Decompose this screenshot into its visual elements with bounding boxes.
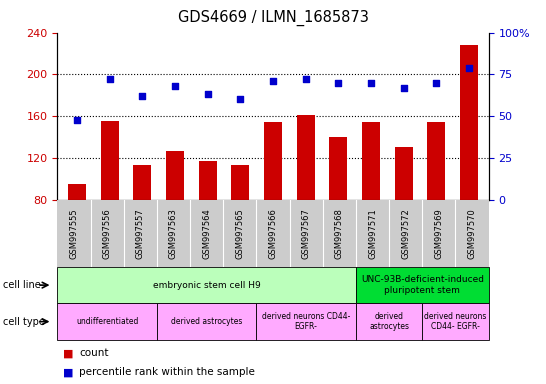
Text: derived neurons CD44-
EGFR-: derived neurons CD44- EGFR- [262, 312, 351, 331]
Point [432, 79, 441, 86]
Text: GSM997565: GSM997565 [235, 208, 244, 259]
Point [138, 93, 147, 99]
Point [367, 79, 376, 86]
Text: cell line: cell line [3, 280, 40, 290]
Text: GSM997566: GSM997566 [269, 208, 277, 259]
Point [203, 91, 212, 98]
Text: GSM997568: GSM997568 [335, 208, 344, 259]
Text: count: count [79, 348, 109, 358]
Text: derived
astrocytes: derived astrocytes [369, 312, 409, 331]
Text: derived neurons
CD44- EGFR-: derived neurons CD44- EGFR- [424, 312, 486, 331]
Bar [460, 45, 478, 200]
Text: embryonic stem cell H9: embryonic stem cell H9 [153, 281, 260, 290]
Text: derived astrocytes: derived astrocytes [171, 317, 242, 326]
Point [301, 76, 310, 83]
Point [465, 65, 473, 71]
Text: ■: ■ [63, 367, 73, 377]
Text: GSM997556: GSM997556 [103, 208, 111, 259]
Text: cell type: cell type [3, 316, 45, 327]
Bar [329, 137, 347, 200]
Point [269, 78, 277, 84]
Text: UNC-93B-deficient-induced
pluripotent stem: UNC-93B-deficient-induced pluripotent st… [361, 275, 484, 295]
Text: GSM997555: GSM997555 [69, 208, 79, 258]
Point [334, 79, 343, 86]
Bar [199, 161, 217, 200]
Bar [296, 115, 314, 200]
Point [105, 76, 114, 83]
Point [399, 85, 408, 91]
Text: GSM997557: GSM997557 [136, 208, 145, 259]
Bar [100, 121, 118, 200]
Text: GDS4669 / ILMN_1685873: GDS4669 / ILMN_1685873 [177, 10, 369, 26]
Text: GSM997563: GSM997563 [169, 208, 178, 259]
Point [170, 83, 179, 89]
Text: GSM997567: GSM997567 [302, 208, 311, 259]
Text: ■: ■ [63, 348, 73, 358]
Bar [68, 184, 86, 200]
Bar [362, 122, 380, 200]
Point [73, 116, 81, 122]
Bar [264, 122, 282, 200]
Text: GSM997572: GSM997572 [401, 208, 410, 259]
Text: GSM997571: GSM997571 [368, 208, 377, 259]
Bar [133, 165, 151, 200]
Point [236, 96, 245, 103]
Text: GSM997564: GSM997564 [202, 208, 211, 259]
Bar [428, 122, 446, 200]
Text: GSM997569: GSM997569 [435, 208, 443, 259]
Text: percentile rank within the sample: percentile rank within the sample [79, 367, 255, 377]
Bar [395, 147, 413, 200]
Bar [232, 165, 250, 200]
Text: undifferentiated: undifferentiated [76, 317, 138, 326]
Text: GSM997570: GSM997570 [467, 208, 477, 259]
Bar [166, 151, 184, 200]
